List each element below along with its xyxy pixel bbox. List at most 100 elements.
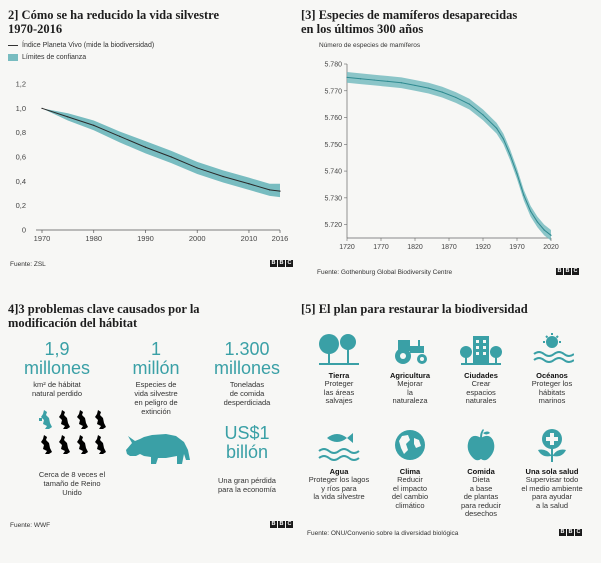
panel-mammal-extinctions: [3] Especies de mamíferos desaparecidas … (301, 8, 593, 278)
y-tick-label: 0,8 (16, 128, 26, 137)
legend-index: Índice Planeta Vivo (mide la biodiversid… (8, 40, 290, 50)
panel1-title: 2] Cómo se ha reducido la vida silvestre… (8, 8, 219, 36)
y-tick-label: 5.750 (324, 142, 342, 149)
panel3-title: 4]3 problemas clave causados por la modi… (8, 302, 200, 330)
stat-food-wasted: 1.300 millones Toneladas de comida despe… (204, 340, 290, 408)
x-tick-label: 2020 (543, 244, 559, 251)
plan-item-comida: Comida Dieta a base de plantas para redu… (447, 428, 515, 519)
stat-economy: US$1 billón Una gran pérdida para la eco… (204, 423, 290, 495)
species-point (502, 138, 504, 140)
species-point (441, 91, 443, 93)
y-tick-label: 5.770 (324, 88, 342, 95)
stat2-desc3: en peligro de (134, 398, 178, 407)
lpi-point (248, 183, 250, 185)
stat-species-endangered: 1 millón Especies de vida silvestre en p… (116, 339, 196, 417)
plan-item-ciudades: Ciudades Crear espacios naturales (447, 332, 515, 406)
lpi-point (67, 116, 69, 118)
legend-line-swatch (8, 44, 18, 46)
source-wwf: Fuente: WWF (10, 522, 51, 529)
stat1-number: 1,9 (44, 339, 70, 359)
x-tick-label: 1770 (373, 244, 389, 251)
stat3-desc1: Toneladas (229, 380, 265, 389)
y-tick-label: 5.780 (324, 62, 342, 69)
x-tick-label: 2016 (272, 234, 289, 243)
species-line (346, 76, 552, 236)
trees-icon (319, 334, 359, 365)
species-point (373, 79, 375, 81)
stat2-desc1: Especies de (135, 380, 177, 389)
apple-icon (467, 429, 495, 461)
plan-item-salud: Una sola salud Supervisar todo el medio … (518, 428, 586, 519)
y-tick-label: 0,4 (16, 177, 26, 186)
stat3-desc2: de comida (229, 389, 265, 398)
y-tick-label: 5.760 (324, 115, 342, 122)
plan-item-clima: Clima Reducir el impacto del cambio clim… (376, 428, 444, 519)
estimate-band (347, 72, 551, 241)
y-tick-label: 5.720 (324, 222, 342, 229)
species-point (455, 96, 457, 99)
stat2-unit: millón (132, 358, 180, 378)
chart-living-planet-index: 0 0,2 0,4 0,6 0,8 1,0 1,2 1970 1980 1990 2000 2010 2… (16, 80, 289, 244)
lpi-point (144, 146, 147, 148)
globe-icon (395, 430, 425, 460)
stat-habitat-lost: 1,9 millones km² de hábitat natural perd… (16, 339, 98, 399)
plan-item-agua: Agua Proteger los lagos y ríos para la v… (305, 428, 373, 519)
lpi-point (196, 167, 198, 169)
panel-restoration-plan: [5] El plan para restaurar la biodiversi… (301, 302, 593, 542)
fish-icon (318, 433, 360, 461)
source-zsl: Fuente: ZSL (10, 261, 46, 268)
lpi-point (41, 107, 43, 109)
uk-map-icons (39, 410, 106, 454)
sun-waves-icon (533, 333, 574, 363)
lpi-point (269, 189, 271, 191)
species-point (400, 82, 402, 84)
stat4-desc1: Una gran pérdida (218, 476, 276, 485)
plan-row-2: Agua Proteger los lagos y ríos para la v… (305, 428, 586, 519)
panel-habitat-problems: 4]3 problemas clave causados por la modi… (8, 302, 293, 537)
health-leaf-icon (538, 429, 566, 462)
x-tick-label: 2010 (241, 234, 258, 243)
species-point (523, 194, 525, 196)
species-point (530, 210, 532, 212)
y-tick-label: 1,0 (16, 104, 26, 113)
lpi-point (279, 190, 281, 192)
x-tick-label: 1920 (475, 244, 491, 251)
y-tick-label: 0,6 (16, 153, 26, 162)
panel4-title: [5] El plan para restaurar la biodiversi… (301, 302, 528, 316)
species-point (482, 114, 484, 116)
x-tick-label: 1870 (441, 244, 457, 251)
stat4-unit: billón (225, 442, 269, 462)
lpi-point (93, 124, 95, 126)
stat3-unit: millones (213, 358, 281, 378)
stat4-number: US$1 (224, 423, 270, 443)
plan-item-agricultura: Agricultura Mejorar la naturaleza (376, 332, 444, 406)
x-tick-label: 1970 (34, 234, 51, 243)
x-tick-label: 1990 (137, 234, 154, 243)
panel-wildlife-decline: 2] Cómo se ha reducido la vida silvestre… (8, 8, 293, 270)
stat2-desc2: vida silvestre (134, 389, 178, 398)
stat2-number: 1 (150, 339, 161, 359)
stat3-desc3: desperdiciada (223, 398, 271, 407)
species-point (387, 80, 389, 82)
stat4-desc2: para la economía (218, 485, 276, 494)
y-tick-label: 5.730 (324, 195, 342, 202)
x-tick-label: 1980 (85, 234, 102, 243)
panel2-title: [3] Especies de mamíferos desaparecidas … (301, 8, 518, 36)
species-point (414, 84, 416, 87)
species-point (509, 154, 511, 156)
y-tick-label: 1,2 (16, 80, 26, 89)
tractor-icon (395, 340, 427, 364)
city-icon (460, 336, 502, 365)
y-tick-label: 5.740 (324, 169, 342, 176)
y-tick-label: 0 (22, 226, 26, 235)
chart2-ylabel: Número de especies de mamíferos (319, 42, 421, 49)
x-tick-label: 1970 (509, 244, 525, 251)
species-point (550, 234, 552, 236)
x-tick-label: 2000 (189, 234, 206, 243)
species-point (496, 127, 498, 129)
uk-comparison: Cerca de 8 veces el tamaño de Reino Unid… (38, 470, 106, 497)
